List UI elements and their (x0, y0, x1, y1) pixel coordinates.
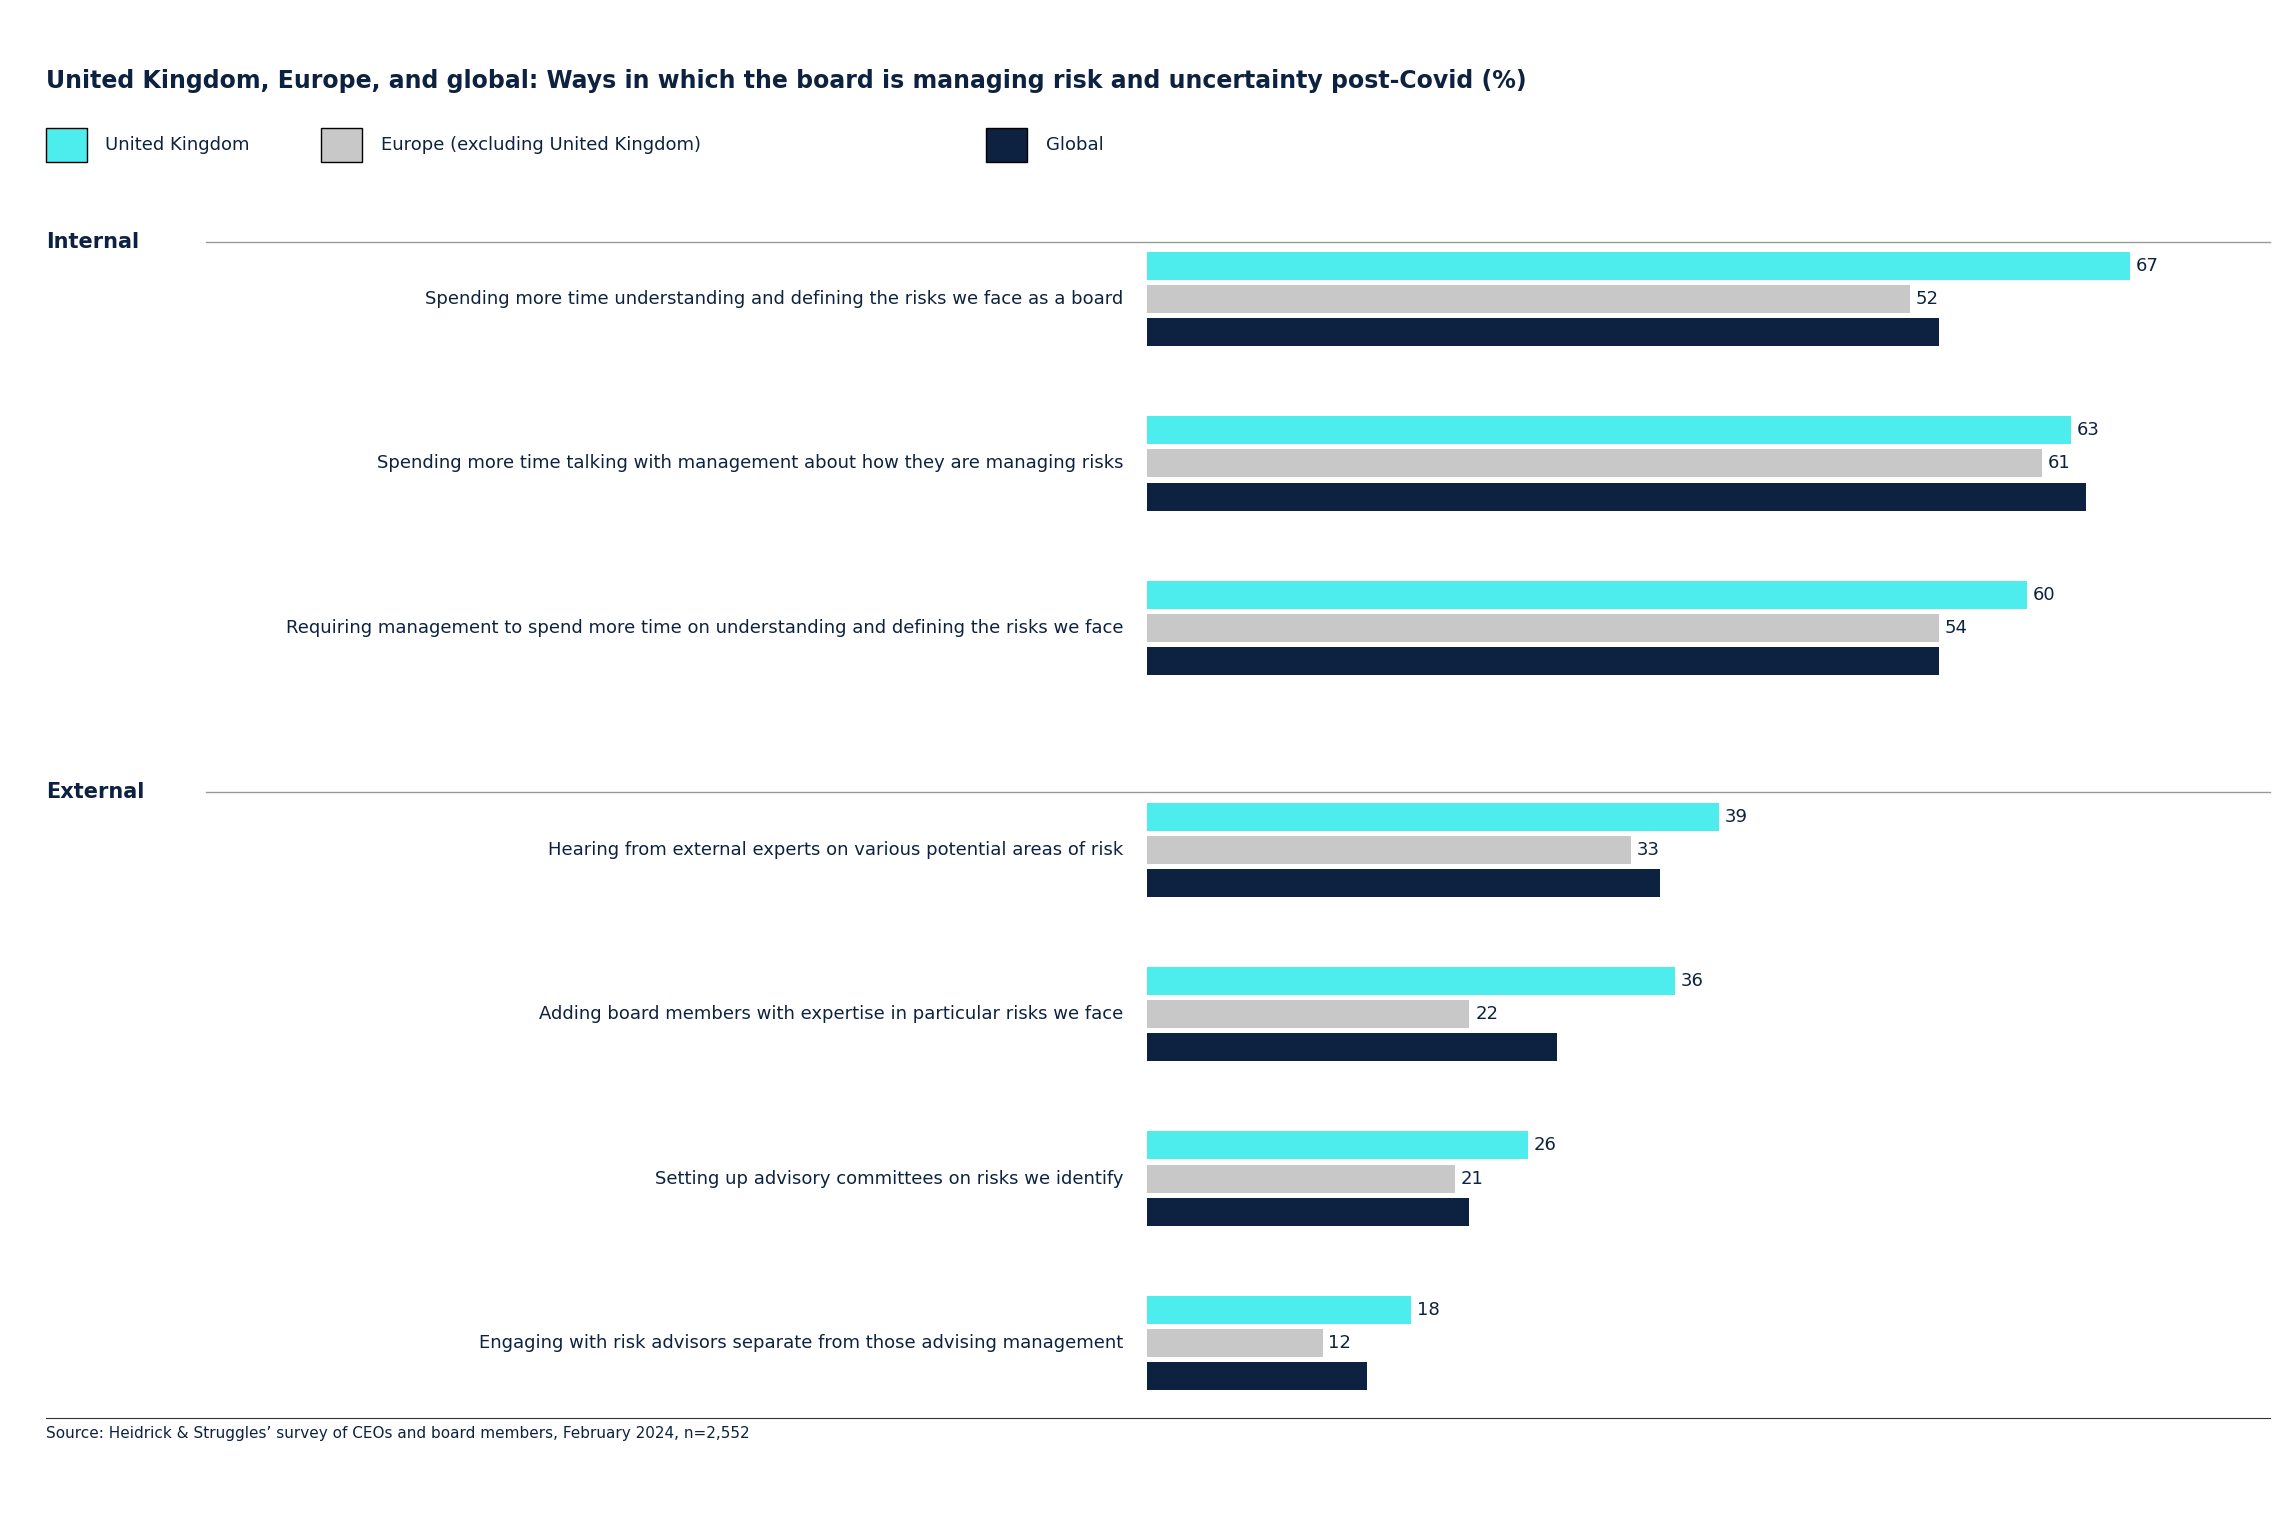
Text: 39: 39 (1724, 808, 1747, 825)
Bar (1146, 450, 2041, 477)
Text: 54: 54 (1944, 619, 1967, 637)
Bar (1146, 581, 2027, 608)
Text: 15: 15 (1374, 1368, 1396, 1385)
Text: United Kingdom, Europe, and global: Ways in which the board is managing risk and: United Kingdom, Europe, and global: Ways… (46, 69, 1527, 93)
Text: 64: 64 (2091, 488, 2114, 505)
Bar (1146, 1296, 1410, 1324)
Text: Spending more time understanding and defining the risks we face as a board: Spending more time understanding and def… (424, 290, 1124, 308)
Text: Adding board members with expertise in particular risks we face: Adding board members with expertise in p… (539, 1005, 1124, 1023)
Text: 22: 22 (1474, 1005, 1497, 1023)
Text: Global: Global (1046, 136, 1103, 154)
Bar (1146, 1000, 1470, 1028)
Text: 33: 33 (1637, 840, 1660, 859)
Text: 12: 12 (1328, 1334, 1351, 1353)
Text: Setting up advisory committees on risks we identify: Setting up advisory committees on risks … (656, 1170, 1124, 1188)
Text: 18: 18 (1417, 1301, 1440, 1319)
Text: 67: 67 (2135, 256, 2158, 274)
Text: Engaging with risk advisors separate from those advising management: Engaging with risk advisors separate fro… (479, 1334, 1124, 1353)
Text: 28: 28 (1564, 1039, 1587, 1057)
Bar (1146, 802, 1720, 831)
Bar (1146, 1362, 1367, 1391)
Bar (1146, 1034, 1557, 1061)
Text: 36: 36 (1681, 971, 1704, 990)
Bar (1146, 416, 2071, 444)
Bar (1146, 647, 1940, 676)
Text: Hearing from external experts on various potential areas of risk: Hearing from external experts on various… (548, 840, 1124, 859)
Text: Internal: Internal (46, 232, 140, 252)
Bar (1146, 482, 2087, 511)
Text: Europe (excluding United Kingdom): Europe (excluding United Kingdom) (381, 136, 702, 154)
Bar (1146, 252, 2130, 279)
Text: External: External (46, 782, 144, 802)
Text: Spending more time talking with management about how they are managing risks: Spending more time talking with manageme… (376, 454, 1124, 473)
Bar (1146, 1197, 1470, 1226)
Bar (1146, 1165, 1454, 1193)
Text: 60: 60 (2034, 586, 2055, 604)
Bar (1146, 967, 1674, 994)
Bar (1146, 1330, 1323, 1357)
Bar (1146, 1132, 1527, 1159)
Text: 52: 52 (1915, 290, 1938, 308)
Bar (1146, 319, 1940, 346)
Text: 54: 54 (1944, 653, 1967, 669)
Text: United Kingdom: United Kingdom (105, 136, 250, 154)
Text: Requiring management to spend more time on understanding and defining the risks : Requiring management to spend more time … (287, 619, 1124, 637)
Bar (1146, 615, 1940, 642)
Text: 22: 22 (1474, 1203, 1497, 1220)
Text: 54: 54 (1944, 323, 1967, 342)
Bar (1146, 836, 1630, 863)
Text: 26: 26 (1534, 1136, 1557, 1154)
Bar (1146, 285, 1910, 313)
Text: Source: Heidrick & Struggles’ survey of CEOs and board members, February 2024, n: Source: Heidrick & Struggles’ survey of … (46, 1426, 750, 1441)
Text: 61: 61 (2048, 454, 2071, 473)
Bar (1146, 869, 1660, 897)
Text: 63: 63 (2077, 421, 2100, 439)
Text: 21: 21 (1461, 1170, 1484, 1188)
Text: 35: 35 (1667, 874, 1690, 892)
